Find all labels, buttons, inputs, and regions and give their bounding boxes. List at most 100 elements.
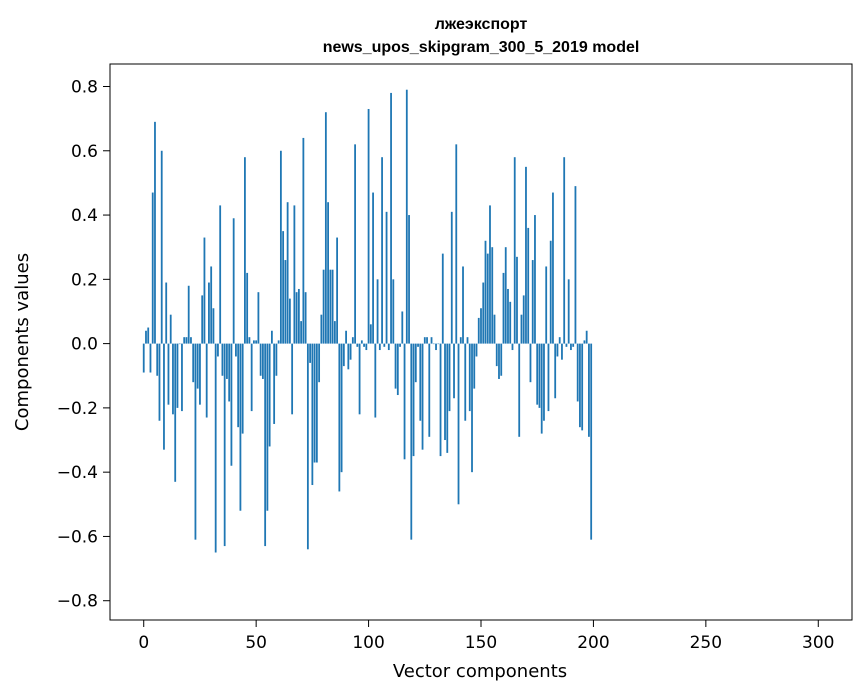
bar-157: [495, 343, 498, 367]
bar-6: [156, 343, 159, 376]
y-tick-label: 0.4: [71, 206, 98, 226]
bar-88: [340, 343, 343, 473]
bar-53: [262, 343, 264, 379]
bar-167: [518, 343, 521, 437]
bar-126: [426, 337, 428, 344]
bar-18: [183, 337, 186, 344]
bar-23: [194, 343, 197, 540]
bar-197: [585, 330, 588, 344]
bar-0: [142, 343, 145, 373]
bar-160: [502, 272, 505, 344]
bar-129: [432, 343, 435, 345]
bar-186: [561, 343, 563, 360]
bar-141: [459, 337, 462, 344]
bar-62: [282, 231, 285, 344]
bar-40: [232, 218, 235, 344]
y-axis: −0.8 −0.6 −0.4 −0.2 0.0 0.2 0.4 0.6 0.8: [57, 77, 110, 612]
bar-125: [423, 337, 426, 344]
bar-24: [196, 343, 199, 389]
bar-143: [464, 343, 467, 421]
bar-111: [392, 279, 395, 344]
y-tick-label: 0.2: [71, 270, 98, 290]
bar-172: [529, 343, 532, 383]
bar-181: [549, 240, 552, 344]
bar-43: [239, 343, 242, 511]
bar-190: [570, 343, 572, 351]
bar-14: [174, 343, 177, 482]
bar-5: [154, 121, 156, 344]
x-tick-label: 250: [690, 633, 722, 653]
bar-73: [306, 343, 309, 550]
bar-132: [439, 343, 442, 457]
bar-177: [540, 343, 543, 434]
bar-118: [408, 215, 410, 344]
bar-187: [563, 157, 566, 344]
bar-83: [329, 269, 332, 344]
bar-114: [399, 343, 401, 347]
bar-56: [268, 343, 271, 447]
bar-34: [219, 205, 222, 344]
bar-149: [477, 317, 480, 344]
bar-133: [441, 253, 444, 344]
bar-25: [199, 343, 201, 405]
bar-185: [558, 337, 561, 344]
bar-184: [556, 343, 559, 357]
x-axis: 0 50 100 150 200 250 300: [138, 620, 834, 653]
bar-188: [565, 343, 568, 347]
bar-134: [444, 343, 446, 441]
x-tick-label: 0: [138, 633, 149, 653]
bar-108: [385, 211, 388, 344]
bar-50: [255, 340, 258, 344]
bar-89: [342, 343, 345, 367]
x-tick-label: 100: [352, 633, 384, 653]
bar-21: [190, 337, 192, 344]
bar-77: [315, 343, 318, 463]
bar-146: [471, 343, 473, 473]
bar-106: [381, 157, 383, 344]
bar-144: [466, 337, 469, 344]
bar-168: [520, 314, 523, 344]
bar-113: [396, 343, 399, 396]
bar-93: [351, 337, 354, 344]
bar-136: [448, 343, 451, 412]
bar-120: [412, 343, 415, 457]
bar-193: [576, 343, 579, 402]
bar-87: [338, 343, 341, 492]
bar-112: [394, 343, 397, 389]
bar-156: [493, 314, 496, 344]
bar-145: [468, 343, 471, 412]
bar-86: [336, 237, 338, 344]
bar-59: [275, 343, 278, 376]
chart-title-line1: лжеэкспорт: [435, 16, 528, 33]
y-tick-label: 0.8: [71, 77, 98, 97]
bar-154: [489, 205, 491, 344]
bar-57: [270, 330, 273, 344]
bar-19: [185, 337, 188, 344]
bar-2: [147, 327, 150, 344]
bar-30: [210, 266, 213, 344]
bar-52: [259, 343, 262, 376]
bar-69: [297, 288, 300, 344]
bar-128: [430, 337, 433, 344]
bar-72: [304, 292, 307, 344]
bar-102: [372, 192, 374, 344]
bar-7: [158, 343, 161, 421]
bar-1: [145, 330, 147, 344]
bar-94: [354, 144, 356, 344]
bar-110: [390, 92, 392, 344]
bar-92: [349, 343, 352, 360]
bar-96: [358, 343, 361, 415]
bar-192: [574, 186, 577, 344]
bar-3: [149, 343, 152, 373]
bar-76: [313, 343, 316, 463]
bar-199: [590, 343, 593, 540]
bar-8: [160, 150, 163, 344]
bar-182: [552, 192, 554, 344]
bar-140: [457, 343, 460, 505]
bar-166: [516, 256, 518, 344]
bar-33: [217, 343, 219, 357]
bar-179: [545, 266, 548, 344]
bar-58: [273, 343, 276, 424]
bar-122: [417, 343, 419, 347]
